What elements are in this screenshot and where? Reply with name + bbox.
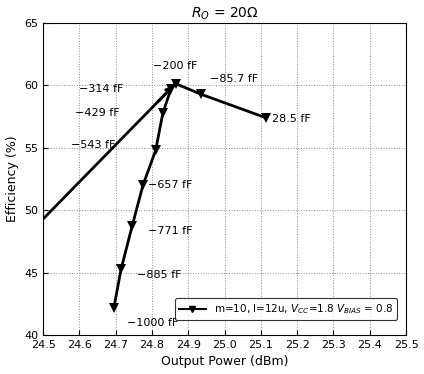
Legend: m=10, l=12u, $V_{CC}$=1.8 $V_{BIAS}$ = 0.8: m=10, l=12u, $V_{CC}$=1.8 $V_{BIAS}$ = 0… bbox=[175, 298, 397, 321]
Text: −314 fF: −314 fF bbox=[78, 84, 123, 94]
Text: −657 fF: −657 fF bbox=[148, 180, 193, 190]
Y-axis label: Efficiency (%): Efficiency (%) bbox=[6, 136, 19, 223]
Text: −543 fF: −543 fF bbox=[71, 140, 116, 150]
Text: −1000 fF: −1000 fF bbox=[127, 318, 178, 328]
X-axis label: Output Power (dBm): Output Power (dBm) bbox=[161, 355, 288, 368]
Text: −200 fF: −200 fF bbox=[153, 61, 198, 71]
Text: −771 fF: −771 fF bbox=[148, 227, 193, 236]
Title: $R_O$ = 20$\Omega$: $R_O$ = 20$\Omega$ bbox=[191, 6, 259, 22]
Text: 28.5 fF: 28.5 fF bbox=[272, 114, 310, 124]
Text: −885 fF: −885 fF bbox=[137, 270, 182, 280]
Text: −429 fF: −429 fF bbox=[75, 108, 119, 118]
Text: −85.7 fF: −85.7 fF bbox=[210, 74, 258, 84]
